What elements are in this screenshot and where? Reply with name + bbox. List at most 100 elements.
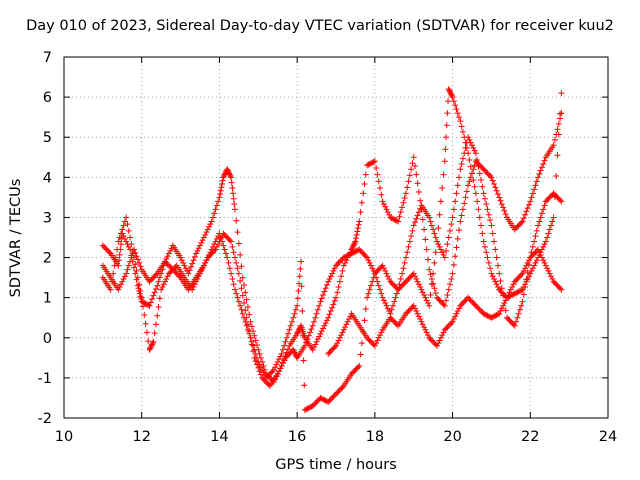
data-point [136, 290, 143, 297]
x-tick-label: 18 [366, 429, 384, 445]
data-point [414, 180, 421, 187]
data-point [248, 338, 255, 345]
data-point [375, 178, 382, 185]
data-point [470, 144, 477, 151]
data-point [382, 203, 389, 210]
data-point [301, 342, 308, 349]
data-point [379, 294, 386, 301]
data-point [393, 290, 400, 297]
data-point [159, 283, 166, 290]
data-point [181, 262, 188, 269]
data-point [469, 298, 475, 305]
data-point [345, 316, 352, 323]
data-point [510, 291, 517, 298]
data-point [274, 370, 281, 377]
data-point [187, 263, 194, 270]
data-point [494, 191, 501, 198]
data-point [546, 226, 553, 233]
y-tick-label: 7 [43, 50, 52, 66]
data-point [123, 238, 130, 245]
data-point [406, 274, 413, 281]
data-point [524, 259, 531, 266]
data-point [334, 340, 341, 347]
data-point [211, 247, 218, 254]
data-point [152, 271, 159, 278]
data-point [424, 256, 431, 263]
data-point [156, 295, 163, 302]
data-point [193, 250, 200, 257]
data-point [305, 404, 312, 411]
data-point [334, 261, 341, 268]
data-point [323, 398, 330, 405]
data-point [402, 254, 409, 261]
data-point [318, 328, 325, 335]
data-point [440, 251, 447, 258]
data-point [491, 181, 498, 188]
data-point [391, 216, 398, 223]
data-point [304, 405, 311, 412]
data-point [253, 354, 260, 361]
data-point [430, 270, 437, 277]
data-point [326, 311, 333, 318]
data-point [435, 340, 442, 347]
data-point [291, 349, 298, 356]
data-point [336, 334, 343, 341]
data-point [117, 241, 124, 248]
data-point [297, 265, 304, 272]
data-point [107, 286, 114, 293]
data-point [502, 307, 509, 314]
data-point [446, 227, 453, 234]
data-point [383, 206, 390, 213]
data-point [290, 348, 297, 355]
data-point [422, 236, 429, 243]
data-point [354, 228, 361, 235]
data-point [164, 273, 171, 280]
data-point [351, 239, 358, 246]
data-point [344, 252, 351, 259]
data-point [125, 227, 132, 234]
data-point [158, 286, 165, 293]
data-point [335, 259, 342, 266]
data-point [288, 318, 295, 325]
data-point [339, 267, 346, 274]
data-point [384, 209, 391, 216]
data-point [397, 275, 404, 282]
data-point [331, 344, 338, 351]
data-point [476, 214, 483, 221]
data-point [294, 329, 301, 336]
data-point [279, 360, 286, 367]
data-point [274, 358, 281, 365]
data-point [238, 285, 245, 292]
data-point [514, 223, 521, 230]
data-point [387, 214, 394, 221]
data-point [353, 231, 360, 238]
data-point [229, 275, 236, 282]
data-point [334, 389, 341, 396]
data-point [361, 181, 368, 188]
data-point [445, 234, 452, 241]
data-point [484, 312, 491, 319]
data-point [364, 294, 371, 301]
data-point [515, 222, 522, 229]
data-point [529, 265, 536, 272]
data-point [150, 292, 157, 299]
data-point [102, 245, 109, 252]
data-point [163, 259, 170, 266]
data-point [528, 194, 535, 201]
data-point [137, 287, 144, 294]
data-point [310, 344, 317, 351]
data-point [553, 193, 560, 200]
data-point [325, 350, 332, 357]
data-point [384, 273, 391, 280]
data-point [535, 246, 542, 253]
data-point [466, 136, 473, 143]
data-point [423, 329, 430, 336]
data-point [206, 223, 213, 230]
data-point [349, 245, 356, 252]
data-point [260, 369, 267, 376]
data-point [399, 204, 406, 211]
data-point [435, 296, 442, 303]
data-point [422, 326, 429, 333]
data-point [388, 316, 395, 323]
